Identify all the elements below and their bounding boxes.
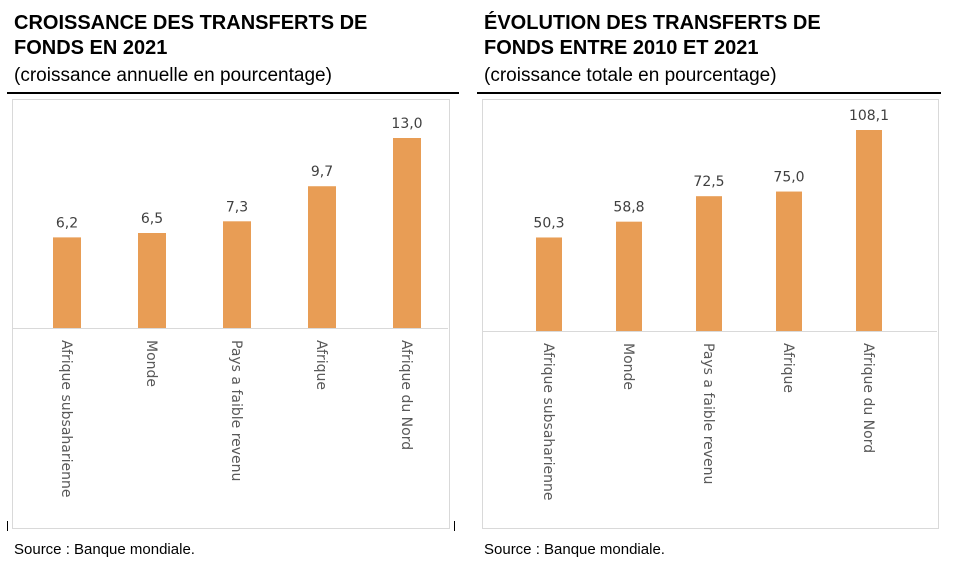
bar [616, 221, 642, 331]
category-tick-label: Monde [143, 340, 159, 387]
bar [696, 196, 722, 331]
bar [223, 221, 251, 328]
data-label: 108,1 [849, 108, 889, 124]
corner-tick [454, 521, 455, 531]
chart-title-line2: FONDS ENTRE 2010 ET 2021 [484, 37, 759, 59]
chart-title-line2: FONDS EN 2021 [14, 37, 168, 59]
chart-subtitle: (croissance totale en pourcentage) [484, 65, 777, 86]
category-tick-label: Pays a faible revenu [700, 343, 716, 484]
plot-area: 6,2 Afrique subsaharienne 6,5 Monde 7,3 Pays … [12, 99, 450, 529]
source-note: Source : Banque mondiale. [484, 541, 665, 558]
data-label: 13,0 [391, 116, 422, 132]
category-tick-label: Monde [620, 343, 636, 390]
bar-chart-right: 50,3 Afrique subsaharienne 58,8 Monde 72,5 Pa… [483, 108, 937, 500]
bar [393, 138, 421, 328]
category-tick-label: Afrique du Nord [860, 343, 876, 453]
bar [308, 186, 336, 328]
header-rule [477, 92, 941, 94]
data-label: 58,8 [613, 200, 644, 216]
category-tick-label: Afrique subsaharienne [540, 343, 556, 500]
data-label: 6,2 [56, 215, 78, 231]
corner-tick [7, 521, 8, 531]
category-tick-label: Afrique [313, 340, 329, 390]
chart-subtitle: (croissance annuelle en pourcentage) [14, 65, 332, 86]
data-label: 9,7 [311, 164, 333, 180]
data-label: 75,0 [773, 170, 804, 186]
category-tick-label: Afrique du Nord [398, 340, 414, 450]
bar [53, 237, 81, 328]
bar [776, 191, 802, 331]
category-tick-label: Afrique subsaharienne [58, 340, 74, 497]
data-label: 50,3 [533, 215, 564, 231]
bar-chart-left: 6,2 Afrique subsaharienne 6,5 Monde 7,3 Pays … [13, 116, 448, 497]
plot-area: 50,3 Afrique subsaharienne 58,8 Monde 72,5 Pa… [482, 99, 939, 529]
category-tick-label: Afrique [780, 343, 796, 393]
source-note: Source : Banque mondiale. [14, 541, 195, 558]
data-label: 6,5 [141, 211, 163, 227]
data-label: 7,3 [226, 199, 248, 215]
bar [856, 130, 882, 331]
bar [138, 233, 166, 328]
chart-title-line1: ÉVOLUTION DES TRANSFERTS DE [484, 12, 821, 34]
category-tick-label: Pays a faible revenu [228, 340, 244, 481]
chart-title-line1: CROISSANCE DES TRANSFERTS DE [14, 12, 368, 34]
header-rule [7, 92, 459, 94]
bar [536, 237, 562, 331]
data-label: 72,5 [693, 174, 724, 190]
